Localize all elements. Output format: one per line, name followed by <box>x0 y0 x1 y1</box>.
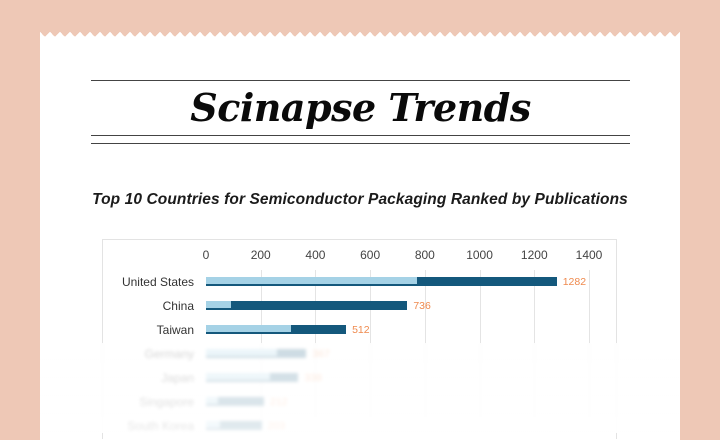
x-axis-tick: 800 <box>414 248 435 262</box>
bar-segment-dark <box>230 301 408 308</box>
x-axis-tick: 1000 <box>466 248 493 262</box>
bar <box>206 277 557 286</box>
bar-segment-light <box>206 325 291 332</box>
x-axis-tick: 0 <box>202 248 210 262</box>
masthead-rule-bottom-1 <box>91 135 630 136</box>
value-label: 736 <box>413 300 431 312</box>
bar <box>206 301 408 310</box>
chart-title: Top 10 Countries for Semiconductor Packa… <box>92 191 628 208</box>
bar-segment-dark <box>416 277 557 284</box>
masthead-rule-top <box>91 80 630 81</box>
masthead-title: Scinapse Trends <box>190 85 531 130</box>
value-label: 512 <box>352 324 370 336</box>
masthead-rule-bottom-2 <box>91 143 630 144</box>
category-label: United States <box>121 275 194 289</box>
x-axis-tick: 1400 <box>575 248 603 262</box>
torn-edge <box>40 32 680 41</box>
chart-frame <box>102 239 617 439</box>
bar-segment-light <box>206 301 231 308</box>
x-axis-tick: 400 <box>305 248 326 262</box>
x-axis-tick: 1200 <box>520 248 548 262</box>
fade-overlay <box>40 343 680 433</box>
bar-segment-dark <box>290 325 347 332</box>
category-label: China <box>162 299 194 313</box>
bar-segment-light <box>206 277 417 284</box>
x-axis-tick: 200 <box>250 248 271 262</box>
x-axis-tick: 600 <box>360 248 381 262</box>
bar <box>206 325 347 334</box>
category-label: Taiwan <box>156 323 194 337</box>
value-label: 1282 <box>562 276 587 288</box>
